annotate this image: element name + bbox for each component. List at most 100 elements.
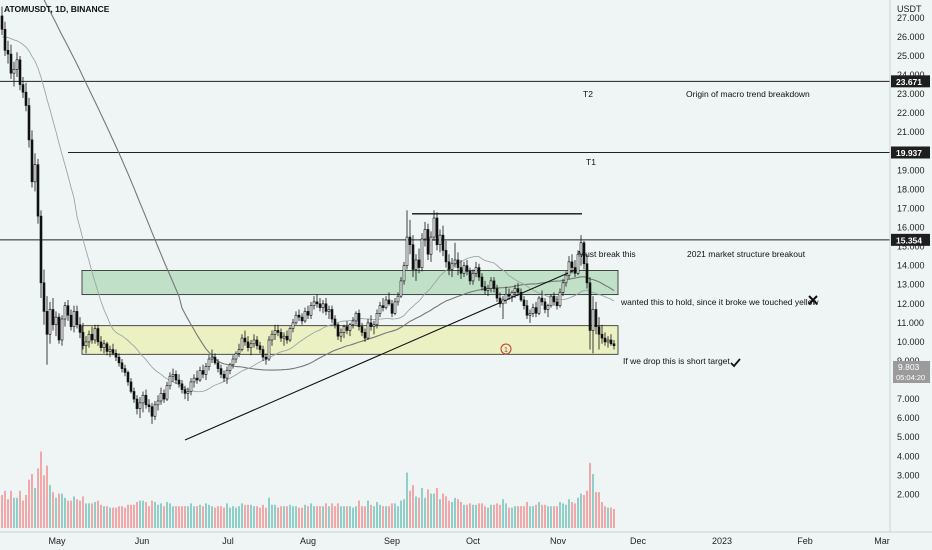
volume-bar <box>430 493 432 528</box>
y-tick-14.000: 14.000 <box>897 261 925 271</box>
volume-bar <box>40 451 42 528</box>
candle-body <box>39 215 43 284</box>
volume-bar <box>97 500 99 528</box>
volume-bar <box>331 503 333 528</box>
candle-body <box>330 309 334 320</box>
volume-bar <box>199 504 201 528</box>
volume-bar <box>499 504 501 528</box>
volume-bar <box>148 506 150 528</box>
volume-bar <box>550 506 552 528</box>
volume-layer <box>1 451 615 528</box>
candle-body <box>12 69 16 74</box>
volume-bar <box>466 504 468 528</box>
candle-body <box>51 309 55 326</box>
y-tick-7.000: 7.000 <box>897 394 920 404</box>
volume-bar <box>487 507 489 528</box>
candle-body <box>429 236 433 255</box>
volume-bar <box>409 490 411 528</box>
volume-bar <box>580 493 582 528</box>
volume-bar <box>334 506 336 528</box>
candle-body <box>372 324 376 327</box>
last-price-bg <box>893 361 930 383</box>
volume-bar <box>301 507 303 528</box>
volume-bar <box>49 485 51 528</box>
volume-bar <box>421 488 423 528</box>
volume-bar <box>34 488 36 528</box>
candle-body <box>57 316 61 341</box>
candle-body <box>456 259 460 268</box>
candle-body <box>423 229 427 240</box>
candle-body <box>501 299 505 305</box>
candle-body <box>600 333 604 339</box>
volume-bar <box>19 490 21 528</box>
volume-bar <box>76 499 78 528</box>
moving-averages-layer <box>1 0 615 393</box>
x-tick-Oct: Oct <box>466 536 481 546</box>
candle-body <box>336 324 340 337</box>
volume-bar <box>577 497 579 528</box>
candle-body <box>81 332 85 347</box>
volume-bar <box>208 504 210 528</box>
candle-body <box>558 292 562 306</box>
trendlines-layer <box>184 213 582 441</box>
candle-body <box>585 263 589 284</box>
candle-body <box>252 339 256 345</box>
volume-bar <box>355 506 357 528</box>
volume-bar <box>136 502 138 528</box>
candle-body <box>387 299 391 305</box>
volume-bar <box>439 499 441 528</box>
candle-body <box>564 274 568 284</box>
candle-body <box>273 330 277 335</box>
candle-body <box>420 238 424 268</box>
candle-body <box>15 59 19 70</box>
volume-bar <box>115 507 117 528</box>
currency-label: USDT <box>897 4 922 14</box>
candle-body <box>264 356 268 360</box>
volume-bar <box>43 475 45 528</box>
volume-bar <box>283 506 285 528</box>
y-tick-6.000: 6.000 <box>897 413 920 423</box>
candle-body <box>75 311 79 326</box>
candle-body <box>306 311 310 316</box>
volume-bar <box>490 504 492 528</box>
candle-body <box>606 339 610 343</box>
candle-body <box>156 400 160 406</box>
time-axis: May Jun Jul Aug Sep Oct Nov Dec 2023 Feb Mar <box>0 531 932 546</box>
volume-bar <box>547 506 549 528</box>
symbol-title: ATOMUSDT, 1D, BINANCE <box>4 4 110 14</box>
volume-bar <box>370 504 372 528</box>
x-tick-Sep: Sep <box>384 536 400 546</box>
candle-body <box>192 377 196 383</box>
volume-bar <box>319 506 321 528</box>
volume-bar <box>442 493 444 528</box>
candle-body <box>447 261 451 270</box>
volume-bar <box>271 504 273 528</box>
level-badge-text-15.354: 15.354 <box>896 235 922 245</box>
t1-label: T1 <box>586 157 596 167</box>
candle-body <box>294 314 298 324</box>
candle-body <box>231 358 235 366</box>
y-tick-13.000: 13.000 <box>897 280 925 290</box>
candle-body <box>246 341 250 348</box>
y-tick-15.000: 15.000 <box>897 242 925 252</box>
volume-bar <box>247 504 249 528</box>
volume-bar <box>178 506 180 528</box>
volume-bar <box>22 500 24 528</box>
candle-body <box>285 335 289 341</box>
volume-bar <box>37 468 39 528</box>
volume-bar <box>31 474 33 528</box>
volume-bar <box>88 503 90 528</box>
candle-body <box>207 358 211 367</box>
volume-bar <box>292 506 294 528</box>
price-level-labels: 23.671 19.937 15.354 <box>891 75 930 246</box>
candle-body <box>408 236 412 245</box>
candle-body <box>537 297 541 314</box>
volume-bar <box>472 504 474 528</box>
volume-bar <box>139 500 141 528</box>
candle-body <box>573 267 577 274</box>
candle-body <box>165 385 169 400</box>
volume-bar <box>481 503 483 528</box>
volume-bar <box>274 504 276 528</box>
candle-body <box>495 288 499 299</box>
candle-body <box>225 370 229 379</box>
